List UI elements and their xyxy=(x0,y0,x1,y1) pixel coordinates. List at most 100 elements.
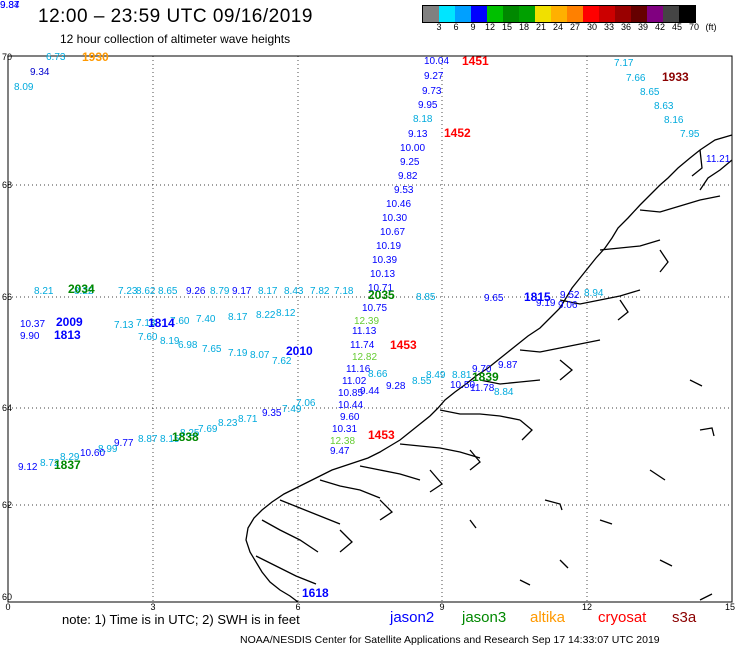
swh-value: 9.26 xyxy=(186,286,206,297)
swh-value: 10.50 xyxy=(450,380,476,391)
swh-value: 8.22 xyxy=(74,286,94,297)
scale-label: 27 xyxy=(569,22,581,32)
scale-swatch xyxy=(663,6,679,22)
swh-value: 7.13 xyxy=(136,318,156,329)
swh-value: 9.06 xyxy=(558,300,578,311)
pass-time: 2010 xyxy=(286,344,313,358)
swh-value: 8.66 xyxy=(368,369,388,380)
scale-swatch xyxy=(631,6,647,22)
swh-value: 7.60 xyxy=(170,316,190,327)
pass-time: 2034 xyxy=(68,282,95,296)
swh-value: 9.19 xyxy=(536,298,556,309)
y-label: 66 xyxy=(2,292,13,302)
scale-swatch xyxy=(615,6,631,22)
scale-label: 12 xyxy=(484,22,496,32)
swh-value: 8.18 xyxy=(413,114,433,125)
swh-value: 10.04 xyxy=(424,56,450,67)
swh-value: 8.55 xyxy=(412,376,432,387)
swh-value: 7.49 xyxy=(282,404,302,415)
scale-swatch xyxy=(551,6,567,22)
x-label: 9 xyxy=(439,602,445,612)
scale-label: 45 xyxy=(671,22,683,32)
swh-value: 9.65 xyxy=(484,293,504,304)
swh-value: 8.84 xyxy=(494,387,514,398)
swh-value: 7.13 xyxy=(114,320,134,331)
swh-value: 9.34 xyxy=(30,67,50,78)
scale-label: 42 xyxy=(654,22,666,32)
swh-value: 8.85 xyxy=(416,292,436,303)
swh-value: 8.62 xyxy=(136,286,156,297)
x-label: 3 xyxy=(150,602,156,612)
swh-value: 9.73 xyxy=(422,86,442,97)
swh-value: 8.43 xyxy=(284,286,304,297)
swh-value: 9.12 xyxy=(18,462,38,473)
pass-time: 1837 xyxy=(54,458,81,472)
scale-swatch xyxy=(487,6,503,22)
swh-value: 7.69 xyxy=(198,424,218,435)
x-label: 12 xyxy=(581,602,593,612)
swh-value: 9.17 xyxy=(232,286,252,297)
swh-value: 9.52 xyxy=(560,290,580,301)
y-label: 68 xyxy=(2,180,13,190)
scale-swatch xyxy=(439,6,455,22)
pass-time: 1451 xyxy=(462,54,489,68)
swh-value: 9.84 xyxy=(0,0,20,11)
swh-value: 8.49 xyxy=(426,370,446,381)
swh-value: 10.44 xyxy=(338,400,364,411)
swh-value: 9.70 xyxy=(472,364,492,375)
swh-value: 9.95 xyxy=(418,100,438,111)
swh-value: 9.35 xyxy=(262,408,282,419)
swh-value: 7.66 xyxy=(626,73,646,84)
color-scale-labels: 3 6 9 12 15 18 21 24 27 30 33 36 39 42 45 70 (ft) xyxy=(422,22,740,34)
legend-altika: altika xyxy=(530,609,566,626)
scale-swatch xyxy=(423,6,439,22)
scale-swatch xyxy=(647,6,663,22)
x-label: 6 xyxy=(295,602,301,612)
pass-time: 1838 xyxy=(172,430,199,444)
page-title: 12:00 – 23:59 UTC 09/16/2019 xyxy=(38,6,313,27)
color-scale-bar xyxy=(422,5,696,23)
footer-credit: NOAA/NESDIS Center for Satellite Applica… xyxy=(240,634,660,646)
swh-value: 7.18 xyxy=(334,286,354,297)
pass-time: 2009 xyxy=(56,315,83,329)
swh-value: 8.99 xyxy=(98,444,118,455)
scale-swatch xyxy=(583,6,599,22)
scale-swatch xyxy=(535,6,551,22)
swh-value: 8.94 xyxy=(584,288,604,299)
y-label: 64 xyxy=(2,403,13,413)
swh-value: 10.67 xyxy=(380,227,406,238)
pass-time: 1815 xyxy=(524,290,551,304)
swh-value: 8.12 xyxy=(276,308,296,319)
swh-value: 9.53 xyxy=(394,185,414,196)
swh-value: 8.87 xyxy=(138,434,158,445)
pass-time: 1618 xyxy=(302,586,329,600)
swh-value: 9.90 xyxy=(20,331,40,342)
x-label: 15 xyxy=(724,602,736,612)
swh-value: 9.37 xyxy=(0,0,20,11)
swh-value: 10.13 xyxy=(370,269,396,280)
swh-value: 8.29 xyxy=(60,452,80,463)
swh-value: 11.78 xyxy=(470,383,495,394)
swh-value: 8.63 xyxy=(654,101,674,112)
pass-time: 1839 xyxy=(472,370,499,384)
swh-value: 8.21 xyxy=(34,286,54,297)
swh-value: 10.30 xyxy=(382,213,408,224)
map-frame xyxy=(7,55,733,603)
swh-value: 7.40 xyxy=(196,314,216,325)
swh-value: 9.47 xyxy=(330,446,350,457)
swh-value: 11.16 xyxy=(346,364,371,375)
legend-s3a: s3a xyxy=(672,609,697,626)
scale-label: 9 xyxy=(470,22,476,32)
swh-value: 10.00 xyxy=(400,143,426,154)
note-text: note: 1) Time is in UTC; 2) SWH is in fe… xyxy=(62,612,300,627)
pass-time: 1933 xyxy=(662,70,689,84)
swh-value: 10.85 xyxy=(338,388,364,399)
swh-value: 9.27 xyxy=(424,71,444,82)
scale-label: 30 xyxy=(586,22,598,32)
legend-cryosat: cryosat xyxy=(598,609,647,626)
swh-value: 9.28 xyxy=(386,381,406,392)
pass-time: 2035 xyxy=(368,288,395,302)
swh-value: 10.37 xyxy=(20,319,46,330)
page-subtitle: 12 hour collection of altimeter wave hei… xyxy=(60,32,291,46)
swh-value: 8.19 xyxy=(160,336,180,347)
